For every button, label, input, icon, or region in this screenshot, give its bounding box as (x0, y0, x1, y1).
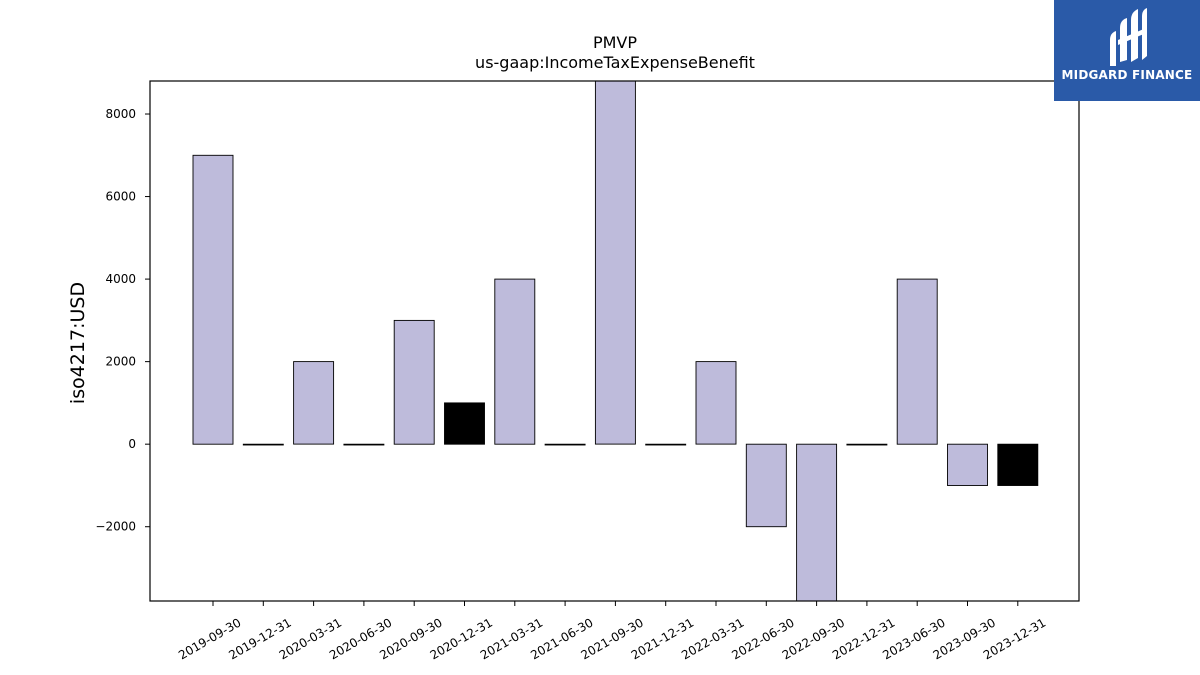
y-tick-label: 8000 (105, 107, 136, 121)
bar-2019-09-30 (192, 154, 234, 445)
bar-2022-03-31 (695, 361, 737, 445)
bar-2022-06-30 (745, 443, 787, 528)
plot-frame (149, 80, 1080, 602)
bar-2023-06-30 (896, 278, 938, 445)
bar-2022-12-31 (846, 443, 888, 446)
bar-2021-03-31 (494, 278, 536, 445)
y-tick-label: 2000 (105, 355, 136, 369)
bar-2020-12-31 (444, 402, 485, 445)
y-axis-label: iso4217:USD (67, 282, 89, 404)
bar-2023-12-31 (997, 443, 1039, 486)
y-tick-label: −2000 (95, 520, 136, 534)
chart-title: PMVP (593, 33, 637, 52)
bar-2021-12-31 (645, 443, 687, 446)
brand-logo-text: MIDGARD FINANCE (1061, 68, 1193, 82)
bars-group (192, 81, 1039, 601)
bar-2020-06-30 (343, 443, 385, 446)
y-ticks-group: −2000 0 2000 4000 6000 8000 (95, 107, 150, 534)
bar-2022-09-30 (796, 443, 838, 601)
chart-subtitle: us-gaap:IncomeTaxExpenseBenefit (475, 53, 755, 72)
y-tick-label: 0 (128, 437, 136, 451)
bar-2019-12-31 (242, 443, 284, 446)
bar-2020-09-30 (393, 319, 435, 445)
midgard-logo-icon (1110, 8, 1147, 66)
bar-2021-06-30 (544, 443, 586, 446)
y-tick-label: 4000 (105, 272, 136, 286)
x-ticks-group: 2019-09-302019-12-312020-03-312020-06-30… (176, 601, 1048, 662)
y-tick-label: 6000 (105, 190, 136, 204)
bar-2023-09-30 (947, 443, 988, 486)
brand-logo: MIDGARD FINANCE (1054, 0, 1200, 101)
bar-2021-09-30 (594, 81, 636, 445)
bar-2020-03-31 (293, 361, 335, 445)
